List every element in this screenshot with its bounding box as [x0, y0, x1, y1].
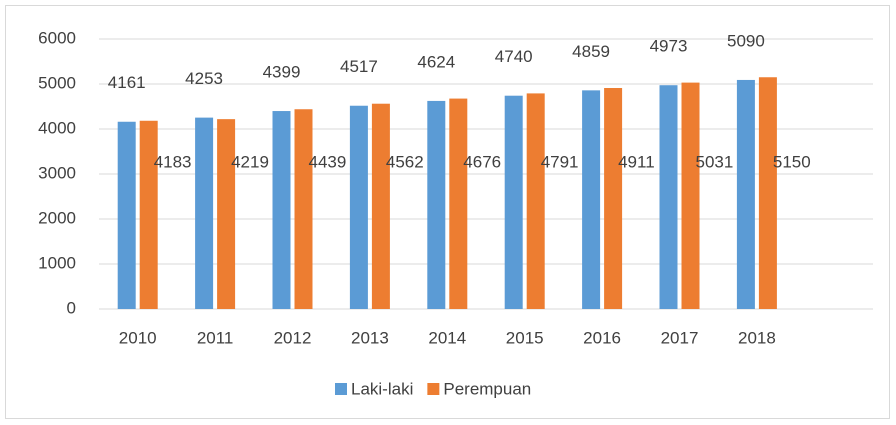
- data-label: 4973: [650, 37, 688, 56]
- y-tick-label: 0: [67, 298, 76, 317]
- data-label: 4439: [309, 152, 347, 171]
- x-tick-label: 2015: [506, 328, 544, 347]
- x-tick-label: 2010: [119, 328, 157, 347]
- bar: [582, 90, 601, 309]
- bar: [526, 93, 545, 309]
- x-tick-label: 2012: [274, 328, 312, 347]
- bar: [272, 111, 291, 309]
- data-label: 4624: [417, 52, 455, 71]
- bar: [758, 77, 777, 309]
- bar: [117, 121, 136, 309]
- bar: [504, 95, 523, 309]
- bar: [371, 103, 390, 310]
- data-label: 4859: [572, 42, 610, 61]
- data-label: 4562: [386, 152, 424, 171]
- bar: [195, 117, 214, 310]
- data-label: 4740: [495, 47, 533, 66]
- bar: [604, 88, 623, 309]
- y-tick-label: 3000: [38, 163, 76, 182]
- data-label: 5090: [727, 31, 765, 50]
- legend-swatch: [427, 383, 440, 395]
- x-tick-label: 2013: [351, 328, 389, 347]
- data-label: 4791: [541, 152, 579, 171]
- y-tick-label: 4000: [38, 118, 76, 137]
- bar: [139, 120, 158, 309]
- bar: [349, 105, 368, 309]
- bar: [736, 79, 755, 309]
- x-tick-label: 2014: [428, 328, 466, 347]
- data-label: 4219: [231, 152, 269, 171]
- bar: [449, 98, 468, 309]
- legend-label: Perempuan: [443, 379, 531, 398]
- bar: [681, 82, 700, 309]
- data-label: 4676: [463, 152, 501, 171]
- data-label: 4161: [108, 73, 146, 92]
- data-label: 4399: [263, 63, 301, 82]
- bar: [659, 85, 678, 309]
- data-label: 4183: [154, 152, 192, 171]
- bar: [294, 109, 313, 310]
- data-label: 5150: [773, 152, 811, 171]
- data-label: 4517: [340, 57, 378, 76]
- data-label: 4253: [185, 69, 223, 88]
- bar: [217, 119, 236, 310]
- x-tick-label: 2018: [738, 328, 776, 347]
- data-label: 5031: [696, 152, 734, 171]
- data-label: 4911: [618, 152, 655, 171]
- y-tick-label: 2000: [38, 208, 76, 227]
- legend-swatch: [335, 383, 347, 395]
- y-tick-label: 6000: [38, 28, 76, 47]
- x-tick-label: 2011: [197, 328, 234, 347]
- x-tick-label: 2016: [583, 328, 621, 347]
- y-tick-label: 5000: [38, 73, 76, 92]
- bar: [427, 100, 446, 309]
- y-tick-label: 1000: [38, 253, 76, 272]
- legend-label: Laki-laki: [351, 379, 413, 398]
- x-tick-label: 2017: [661, 328, 699, 347]
